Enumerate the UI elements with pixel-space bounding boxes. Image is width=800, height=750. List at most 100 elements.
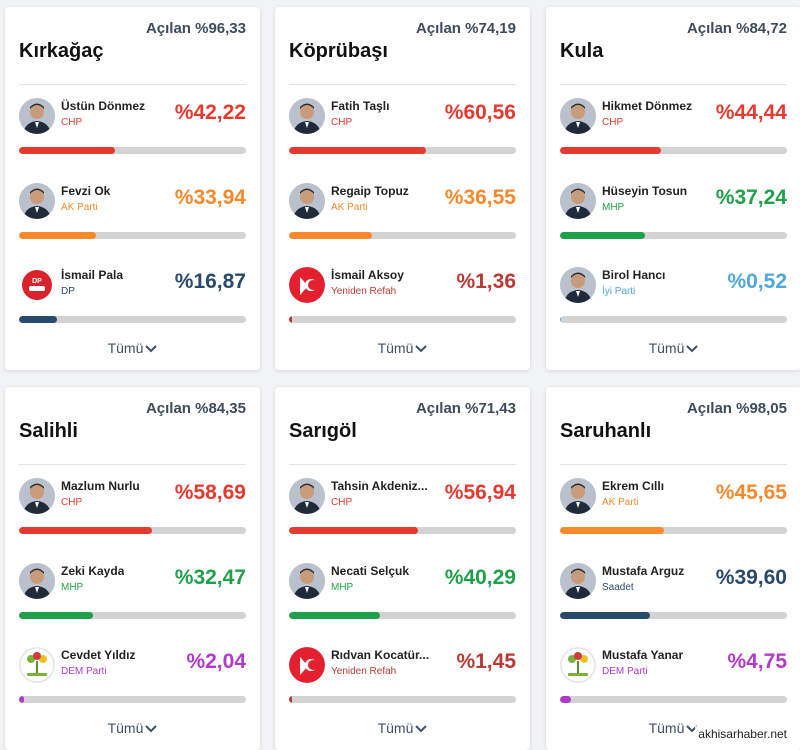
- party-name: DEM Parti: [602, 666, 648, 677]
- chevron-down-icon: [145, 725, 158, 733]
- candidate-name: Rıdvan Kocatür...: [331, 648, 430, 662]
- vote-bar: [289, 527, 516, 534]
- opened-ratio: Açılan %71,43: [415, 400, 516, 417]
- candidate-avatar: [19, 98, 55, 134]
- vote-percent: %0,52: [727, 270, 787, 293]
- candidate-avatar: [289, 183, 325, 219]
- candidate-avatar: [289, 478, 325, 514]
- vote-bar-fill: [19, 232, 97, 239]
- candidate-name: Birol Hancı: [602, 268, 666, 282]
- vote-percent: %40,29: [444, 566, 516, 589]
- vote-percent: %1,45: [456, 650, 516, 673]
- yeniden-refah-logo-icon: [289, 267, 325, 303]
- party-name: Yeniden Refah: [331, 286, 397, 297]
- district-card: Açılan %74,19 Köprübaşı Fatih Taşlı CHP %…: [275, 7, 530, 370]
- candidate-row: Mazlum Nurlu CHP %58,69: [19, 478, 246, 558]
- candidate-avatar: [560, 563, 596, 599]
- opened-ratio: Açılan %74,19: [415, 20, 516, 37]
- candidate-row: Zeki Kayda MHP %32,47: [19, 563, 246, 643]
- vote-percent: %1,36: [456, 270, 516, 293]
- candidate-name: Fatih Taşlı: [331, 99, 390, 113]
- candidate-row: Fevzi Ok AK Parti %33,94: [19, 183, 246, 263]
- vote-bar: [560, 696, 787, 703]
- vote-bar-fill: [560, 316, 562, 323]
- vote-percent: %42,22: [174, 101, 246, 124]
- show-all-button[interactable]: Tümü: [5, 720, 260, 736]
- vote-percent: %45,65: [715, 481, 787, 504]
- vote-bar: [289, 612, 516, 619]
- opened-ratio: Açılan %84,35: [145, 400, 246, 417]
- show-all-label: Tümü: [107, 340, 144, 356]
- divider: [289, 84, 516, 85]
- show-all-button[interactable]: Tümü: [5, 340, 260, 356]
- candidate-name: Mustafa Arguz: [602, 564, 685, 578]
- vote-percent: %58,69: [174, 481, 246, 504]
- vote-bar: [560, 232, 787, 239]
- divider: [289, 464, 516, 465]
- vote-bar-fill: [19, 316, 58, 323]
- candidate-row: Üstün Dönmez CHP %42,22: [19, 98, 246, 178]
- candidate-row: Hikmet Dönmez CHP %44,44: [560, 98, 787, 178]
- vote-bar-fill: [560, 147, 661, 154]
- candidate-name: Hikmet Dönmez: [602, 99, 693, 113]
- vote-bar: [19, 527, 246, 534]
- vote-percent: %44,44: [715, 101, 787, 124]
- vote-bar: [560, 527, 787, 534]
- candidate-row: Hüseyin Tosun MHP %37,24: [560, 183, 787, 263]
- vote-bar: [560, 316, 787, 323]
- opened-ratio: Açılan %96,33: [145, 20, 246, 37]
- source-watermark: akhisarhaber.net: [695, 726, 790, 742]
- vote-percent: %60,56: [444, 101, 516, 124]
- vote-bar-fill: [560, 696, 571, 703]
- party-name: MHP: [602, 202, 625, 213]
- party-name: CHP: [61, 117, 83, 128]
- vote-bar: [289, 147, 516, 154]
- show-all-label: Tümü: [648, 720, 685, 736]
- vote-bar: [19, 612, 246, 619]
- candidate-row: DP İsmail Pala DP %16,87: [19, 267, 246, 347]
- vote-bar-fill: [19, 696, 24, 703]
- candidate-name: Üstün Dönmez: [61, 99, 145, 113]
- show-all-label: Tümü: [107, 720, 144, 736]
- party-name: CHP: [61, 497, 83, 508]
- show-all-label: Tümü: [377, 340, 414, 356]
- candidate-name: Cevdet Yıldız: [61, 648, 136, 662]
- show-all-label: Tümü: [377, 720, 414, 736]
- vote-bar-fill: [289, 696, 293, 703]
- vote-percent: %32,47: [174, 566, 246, 589]
- divider: [560, 464, 787, 465]
- vote-bar-fill: [19, 612, 93, 619]
- vote-bar-fill: [560, 527, 664, 534]
- candidate-name: Hüseyin Tosun: [602, 184, 688, 198]
- vote-percent: %33,94: [174, 186, 246, 209]
- vote-bar-fill: [19, 147, 115, 154]
- district-name: Saruhanlı: [560, 420, 652, 442]
- vote-bar: [19, 696, 246, 703]
- candidate-row: Tahsin Akdeniz... CHP %56,94: [289, 478, 516, 558]
- vote-bar: [19, 316, 246, 323]
- district-name: Köprübaşı: [289, 40, 388, 62]
- party-name: AK Parti: [61, 202, 98, 213]
- show-all-button[interactable]: Tümü: [275, 340, 530, 356]
- party-name: Yeniden Refah: [331, 666, 397, 677]
- show-all-button[interactable]: Tümü: [546, 340, 800, 356]
- show-all-label: Tümü: [648, 340, 685, 356]
- party-name: DEM Parti: [61, 666, 107, 677]
- district-name: Sarıgöl: [289, 420, 357, 442]
- party-name: MHP: [61, 582, 84, 593]
- vote-percent: %16,87: [174, 270, 246, 293]
- candidate-name: Ekrem Cıllı: [602, 479, 665, 493]
- vote-percent: %36,55: [444, 186, 516, 209]
- candidate-name: Necati Selçuk: [331, 564, 410, 578]
- candidate-name: İsmail Aksoy: [331, 268, 404, 282]
- vote-bar: [560, 612, 787, 619]
- district-name: Kula: [560, 40, 604, 62]
- show-all-button[interactable]: Tümü: [275, 720, 530, 736]
- candidate-name: Mazlum Nurlu: [61, 479, 140, 493]
- opened-ratio: Açılan %98,05: [686, 400, 787, 417]
- candidate-avatar: [560, 267, 596, 303]
- candidate-row: Mustafa Arguz Saadet %39,60: [560, 563, 787, 643]
- dem-logo-icon: [19, 647, 55, 683]
- district-card: Açılan %84,72 Kula Hikmet Dönmez CHP %44,…: [546, 7, 800, 370]
